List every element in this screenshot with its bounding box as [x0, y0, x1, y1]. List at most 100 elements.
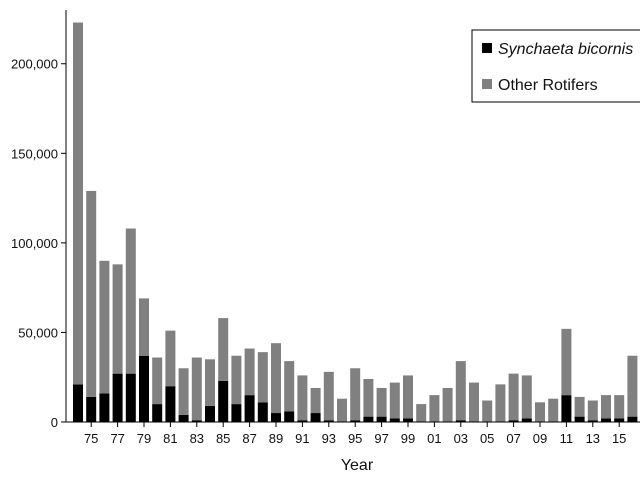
bar-other-rotifers	[482, 400, 493, 422]
bar-other-rotifers	[548, 398, 559, 422]
bar-other-rotifers	[469, 382, 479, 422]
bar-other-rotifers	[231, 355, 242, 405]
bars	[73, 22, 638, 422]
bar-synchaeta-bicornis	[601, 418, 611, 422]
bar-other-rotifers	[389, 382, 400, 419]
bar-synchaeta-bicornis	[73, 384, 83, 422]
y-tick-label: 100,000	[11, 236, 58, 251]
legend-label-synchaeta: Synchaeta bicornis	[498, 41, 633, 58]
bar-other-rotifers	[561, 328, 572, 396]
bar-synchaeta-bicornis	[99, 393, 110, 422]
bar-synchaeta-bicornis	[191, 420, 202, 422]
x-tick-label: 79	[137, 431, 151, 446]
bar-synchaeta-bicornis	[125, 373, 136, 422]
y-tick-label: 50,000	[18, 325, 58, 340]
bar-other-rotifers	[627, 355, 638, 417]
x-tick-label: 97	[374, 431, 388, 446]
bar-synchaeta-bicornis	[561, 395, 572, 422]
bar-other-rotifers	[310, 387, 321, 414]
bar-other-rotifers	[363, 379, 374, 417]
bar-other-rotifers	[495, 384, 506, 422]
bar-other-rotifers	[508, 373, 519, 421]
x-tick-label: 83	[190, 431, 204, 446]
bar-synchaeta-bicornis	[112, 373, 123, 422]
bar-other-rotifers	[271, 343, 281, 414]
bar-synchaeta-bicornis	[350, 420, 361, 422]
bar-other-rotifers	[442, 387, 453, 422]
x-tick-label: 75	[84, 431, 98, 446]
x-tick-label: 81	[163, 431, 177, 446]
bar-other-rotifers	[455, 361, 466, 421]
y-tick-label: 200,000	[11, 57, 58, 72]
x-tick-label: 95	[348, 431, 362, 446]
bar-synchaeta-bicornis	[363, 416, 374, 422]
bar-synchaeta-bicornis	[310, 413, 321, 422]
bar-other-rotifers	[601, 395, 611, 419]
bar-synchaeta-bicornis	[521, 418, 532, 422]
x-tick-label: 09	[533, 431, 547, 446]
bar-other-rotifers	[165, 330, 176, 387]
bar-synchaeta-bicornis	[152, 404, 163, 422]
x-tick-label: 99	[401, 431, 415, 446]
bar-other-rotifers	[350, 368, 361, 421]
x-tick-label: 15	[612, 431, 626, 446]
bar-other-rotifers	[205, 359, 215, 406]
x-tick-label: 77	[110, 431, 124, 446]
bar-synchaeta-bicornis	[376, 416, 387, 422]
bar-other-rotifers	[99, 260, 110, 394]
bar-other-rotifers	[337, 398, 347, 422]
x-tick-label: 85	[216, 431, 230, 446]
bar-other-rotifers	[73, 22, 83, 385]
bar-synchaeta-bicornis	[86, 396, 97, 422]
bar-other-rotifers	[535, 402, 545, 422]
bar-other-rotifers	[376, 387, 387, 417]
bar-synchaeta-bicornis	[587, 420, 598, 422]
x-tick-label: 07	[506, 431, 520, 446]
bar-synchaeta-bicornis	[455, 420, 466, 422]
bar-synchaeta-bicornis	[574, 416, 585, 422]
bar-synchaeta-bicornis	[231, 404, 242, 422]
x-tick-label: 03	[454, 431, 468, 446]
bar-other-rotifers	[125, 228, 136, 374]
bar-synchaeta-bicornis	[627, 416, 638, 422]
bar-other-rotifers	[152, 357, 163, 405]
bar-other-rotifers	[112, 264, 123, 374]
bar-synchaeta-bicornis	[323, 420, 334, 422]
x-tick-label: 13	[586, 431, 600, 446]
x-axis-label: Year	[341, 457, 374, 474]
bar-other-rotifers	[614, 395, 625, 419]
bar-other-rotifers	[323, 371, 334, 421]
bar-other-rotifers	[257, 352, 268, 403]
bar-other-rotifers	[403, 375, 413, 419]
legend: Synchaeta bicornis Other Rotifers	[471, 29, 640, 103]
bar-other-rotifers	[178, 368, 189, 415]
bar-synchaeta-bicornis	[389, 418, 400, 422]
x-tick-label: 91	[295, 431, 309, 446]
x-tick-label: 93	[322, 431, 336, 446]
bar-synchaeta-bicornis	[284, 411, 295, 422]
bar-other-rotifers	[297, 375, 308, 421]
bar-other-rotifers	[218, 318, 229, 381]
x-tick-label: 89	[269, 431, 283, 446]
bar-synchaeta-bicornis	[614, 418, 625, 422]
x-tick-label: 01	[427, 431, 441, 446]
legend-swatch-other-rotifers	[482, 79, 492, 89]
bar-synchaeta-bicornis	[297, 420, 308, 422]
bar-other-rotifers	[429, 395, 440, 422]
legend-box	[471, 29, 640, 103]
bar-synchaeta-bicornis	[271, 413, 281, 422]
x-tick-label: 87	[242, 431, 256, 446]
x-tick-label: 11	[560, 431, 574, 446]
bar-other-rotifers	[416, 404, 427, 422]
bar-other-rotifers	[86, 190, 97, 397]
bar-synchaeta-bicornis	[244, 395, 255, 422]
y-tick-label: 150,000	[11, 146, 58, 161]
bar-other-rotifers	[574, 396, 585, 417]
bar-other-rotifers	[284, 361, 295, 412]
bar-other-rotifers	[587, 400, 598, 421]
bar-synchaeta-bicornis	[178, 414, 189, 422]
bar-other-rotifers	[244, 348, 255, 396]
legend-swatch-synchaeta	[482, 43, 492, 53]
bar-synchaeta-bicornis	[205, 405, 215, 422]
